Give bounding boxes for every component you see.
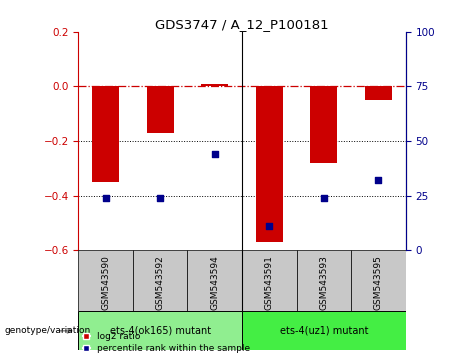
Text: GSM543595: GSM543595: [374, 255, 383, 310]
Text: GSM543590: GSM543590: [101, 255, 110, 310]
Point: [211, 151, 219, 157]
Bar: [351, 250, 406, 311]
Bar: [147, 86, 174, 133]
Bar: [256, 86, 283, 242]
Text: GSM543593: GSM543593: [319, 255, 328, 310]
Legend: log2 ratio, percentile rank within the sample: log2 ratio, percentile rank within the s…: [83, 332, 250, 353]
Text: GSM543591: GSM543591: [265, 255, 274, 310]
Text: ets-4(ok165) mutant: ets-4(ok165) mutant: [110, 326, 211, 336]
Title: GDS3747 / A_12_P100181: GDS3747 / A_12_P100181: [155, 18, 329, 31]
Bar: [242, 250, 296, 311]
Bar: [310, 86, 337, 163]
Bar: [201, 84, 228, 86]
Bar: [188, 250, 242, 311]
Text: GSM543592: GSM543592: [156, 255, 165, 310]
Bar: [92, 86, 119, 182]
Point: [375, 177, 382, 183]
Point: [102, 195, 109, 200]
Bar: [78, 311, 242, 350]
Bar: [78, 250, 133, 311]
Point: [266, 223, 273, 229]
Text: ets-4(uz1) mutant: ets-4(uz1) mutant: [280, 326, 368, 336]
Bar: [242, 311, 406, 350]
Bar: [133, 250, 188, 311]
Point: [320, 195, 327, 200]
Text: GSM543594: GSM543594: [210, 255, 219, 310]
Text: genotype/variation: genotype/variation: [5, 326, 91, 335]
Bar: [296, 250, 351, 311]
Bar: [365, 86, 392, 100]
Point: [157, 195, 164, 200]
